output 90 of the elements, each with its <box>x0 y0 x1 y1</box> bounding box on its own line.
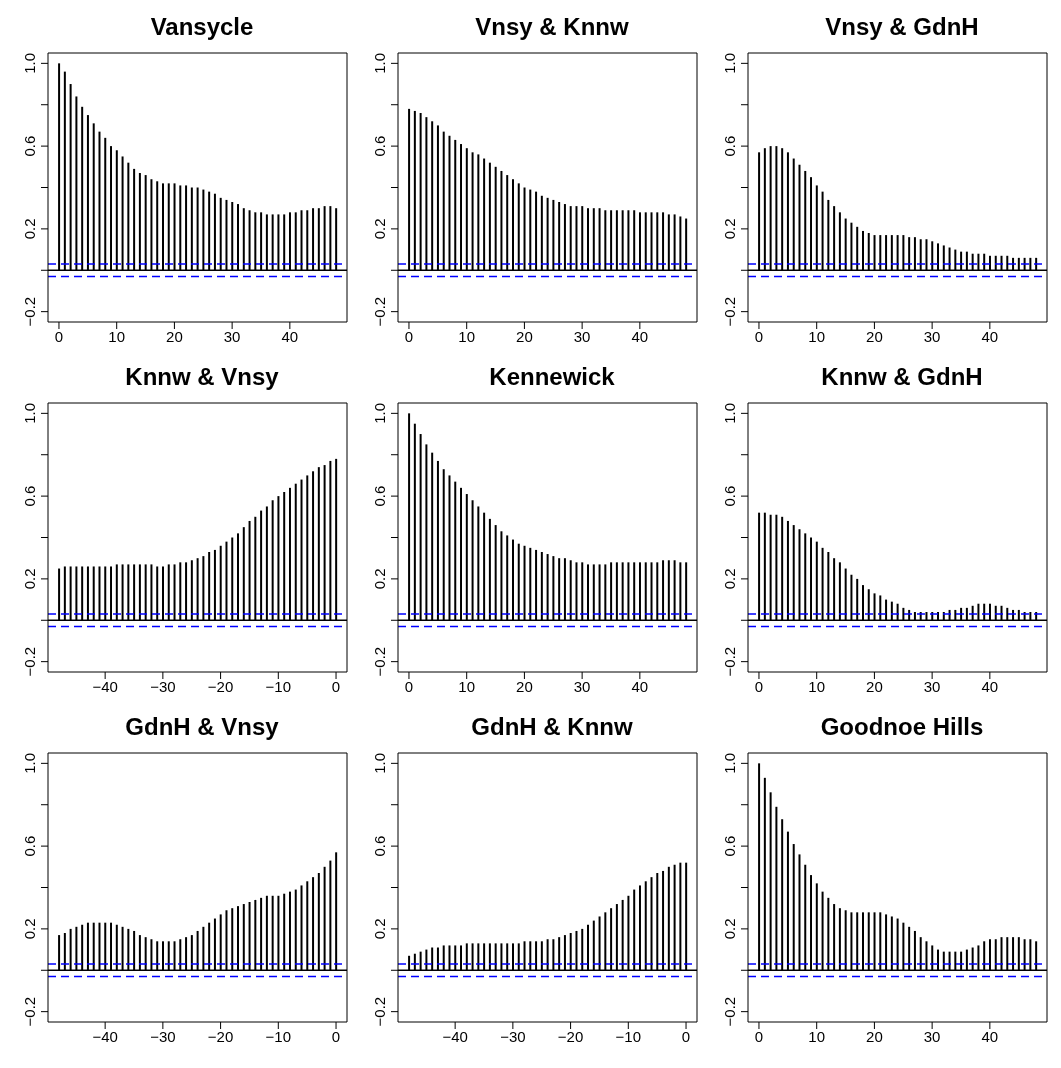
x-tick-label: 40 <box>631 677 649 695</box>
x-tick-label: −40 <box>92 677 118 695</box>
y-tick-label: 0.2 <box>21 218 38 240</box>
x-tick-label: 40 <box>981 327 999 345</box>
chart-title: Vansycle <box>149 12 255 42</box>
y-tick-label: 1.0 <box>371 52 388 74</box>
y-tick-label: 1.0 <box>371 752 388 774</box>
y-tick-label: 0.2 <box>721 568 738 590</box>
y-tick-label: 0.6 <box>721 835 738 857</box>
y-tick-label: 0.2 <box>721 218 738 240</box>
y-tick-label: 1.0 <box>721 402 738 424</box>
y-tick-label: 1.0 <box>721 752 738 774</box>
y-tick-label: −0.2 <box>21 996 38 1027</box>
y-tick-label: −0.2 <box>721 996 738 1027</box>
y-tick-label: −0.2 <box>721 646 738 677</box>
x-tick-label: 20 <box>866 1027 883 1045</box>
x-tick-label: 40 <box>981 1027 999 1045</box>
x-tick-label: 0 <box>54 327 64 345</box>
x-tick-label: −40 <box>442 1027 468 1045</box>
y-tick-label: 1.0 <box>721 52 738 74</box>
x-tick-label: 10 <box>108 327 126 345</box>
y-tick-label: −0.2 <box>371 646 388 677</box>
x-tick-label: 10 <box>808 1027 826 1045</box>
y-tick-label: 1.0 <box>21 752 38 774</box>
y-tick-label: 0.6 <box>371 835 388 857</box>
x-tick-label: 20 <box>866 327 883 345</box>
y-tick-label: 0.2 <box>371 218 388 240</box>
x-tick-label: −20 <box>207 677 234 695</box>
y-tick-label: 0.6 <box>21 135 38 157</box>
y-tick-label: 0.2 <box>21 568 38 590</box>
y-tick-label: 1.0 <box>21 402 38 424</box>
x-tick-label: 0 <box>404 677 414 695</box>
x-tick-label: −10 <box>615 1027 642 1045</box>
x-tick-label: 20 <box>516 327 533 345</box>
y-tick-label: 0.6 <box>721 485 738 507</box>
chart-title: GdnH & Knnw <box>470 712 634 742</box>
x-tick-label: −40 <box>92 1027 118 1045</box>
y-tick-label: −0.2 <box>21 296 38 327</box>
x-tick-label: 0 <box>754 677 764 695</box>
y-tick-label: 0.2 <box>721 918 738 940</box>
chart-title: Knnw & Vnsy <box>124 362 280 392</box>
chart-title: Goodnoe Hills <box>819 712 985 742</box>
x-tick-label: 0 <box>681 1027 691 1045</box>
chart-title: Knnw & GdnH <box>820 362 984 392</box>
x-tick-label: 10 <box>458 677 476 695</box>
chart-title: Kennewick <box>488 362 616 392</box>
x-tick-label: 30 <box>223 327 241 345</box>
x-tick-label: 0 <box>754 1027 764 1045</box>
x-tick-label: 10 <box>808 327 826 345</box>
x-tick-label: −30 <box>150 677 176 695</box>
y-tick-label: 0.6 <box>371 485 388 507</box>
x-tick-label: 40 <box>281 327 299 345</box>
y-tick-label: −0.2 <box>371 996 388 1027</box>
x-tick-label: 0 <box>754 327 764 345</box>
x-tick-label: 30 <box>573 327 591 345</box>
y-tick-label: −0.2 <box>721 296 738 327</box>
y-tick-label: 0.6 <box>371 135 388 157</box>
x-tick-label: 40 <box>981 677 999 695</box>
x-tick-label: 30 <box>923 327 941 345</box>
y-tick-label: 1.0 <box>371 402 388 424</box>
x-tick-label: 40 <box>631 327 649 345</box>
x-tick-label: 0 <box>331 1027 341 1045</box>
x-tick-label: 0 <box>331 677 341 695</box>
y-tick-label: 0.2 <box>371 918 388 940</box>
x-tick-label: −30 <box>150 1027 176 1045</box>
y-tick-label: 0.2 <box>21 918 38 940</box>
y-tick-label: 0.2 <box>371 568 388 590</box>
y-tick-label: 0.6 <box>21 835 38 857</box>
x-tick-label: 20 <box>166 327 183 345</box>
x-tick-label: 30 <box>923 1027 941 1045</box>
y-tick-label: 0.6 <box>21 485 38 507</box>
x-tick-label: −30 <box>500 1027 526 1045</box>
y-tick-label: 1.0 <box>21 52 38 74</box>
chart-title: Vnsy & Knnw <box>474 12 630 42</box>
x-tick-label: 20 <box>516 677 533 695</box>
chart-title: GdnH & Vnsy <box>124 712 280 742</box>
x-tick-label: 10 <box>458 327 476 345</box>
x-tick-label: 30 <box>573 677 591 695</box>
y-tick-label: 0.6 <box>721 135 738 157</box>
x-tick-label: −10 <box>265 677 292 695</box>
x-tick-label: 30 <box>923 677 941 695</box>
x-tick-label: −10 <box>265 1027 292 1045</box>
x-tick-label: 20 <box>866 677 883 695</box>
chart-title: Vnsy & GdnH <box>824 12 980 42</box>
x-tick-label: 0 <box>404 327 414 345</box>
x-tick-label: −20 <box>557 1027 584 1045</box>
x-tick-label: −20 <box>207 1027 234 1045</box>
x-tick-label: 10 <box>808 677 826 695</box>
y-tick-label: −0.2 <box>21 646 38 677</box>
y-tick-label: −0.2 <box>371 296 388 327</box>
